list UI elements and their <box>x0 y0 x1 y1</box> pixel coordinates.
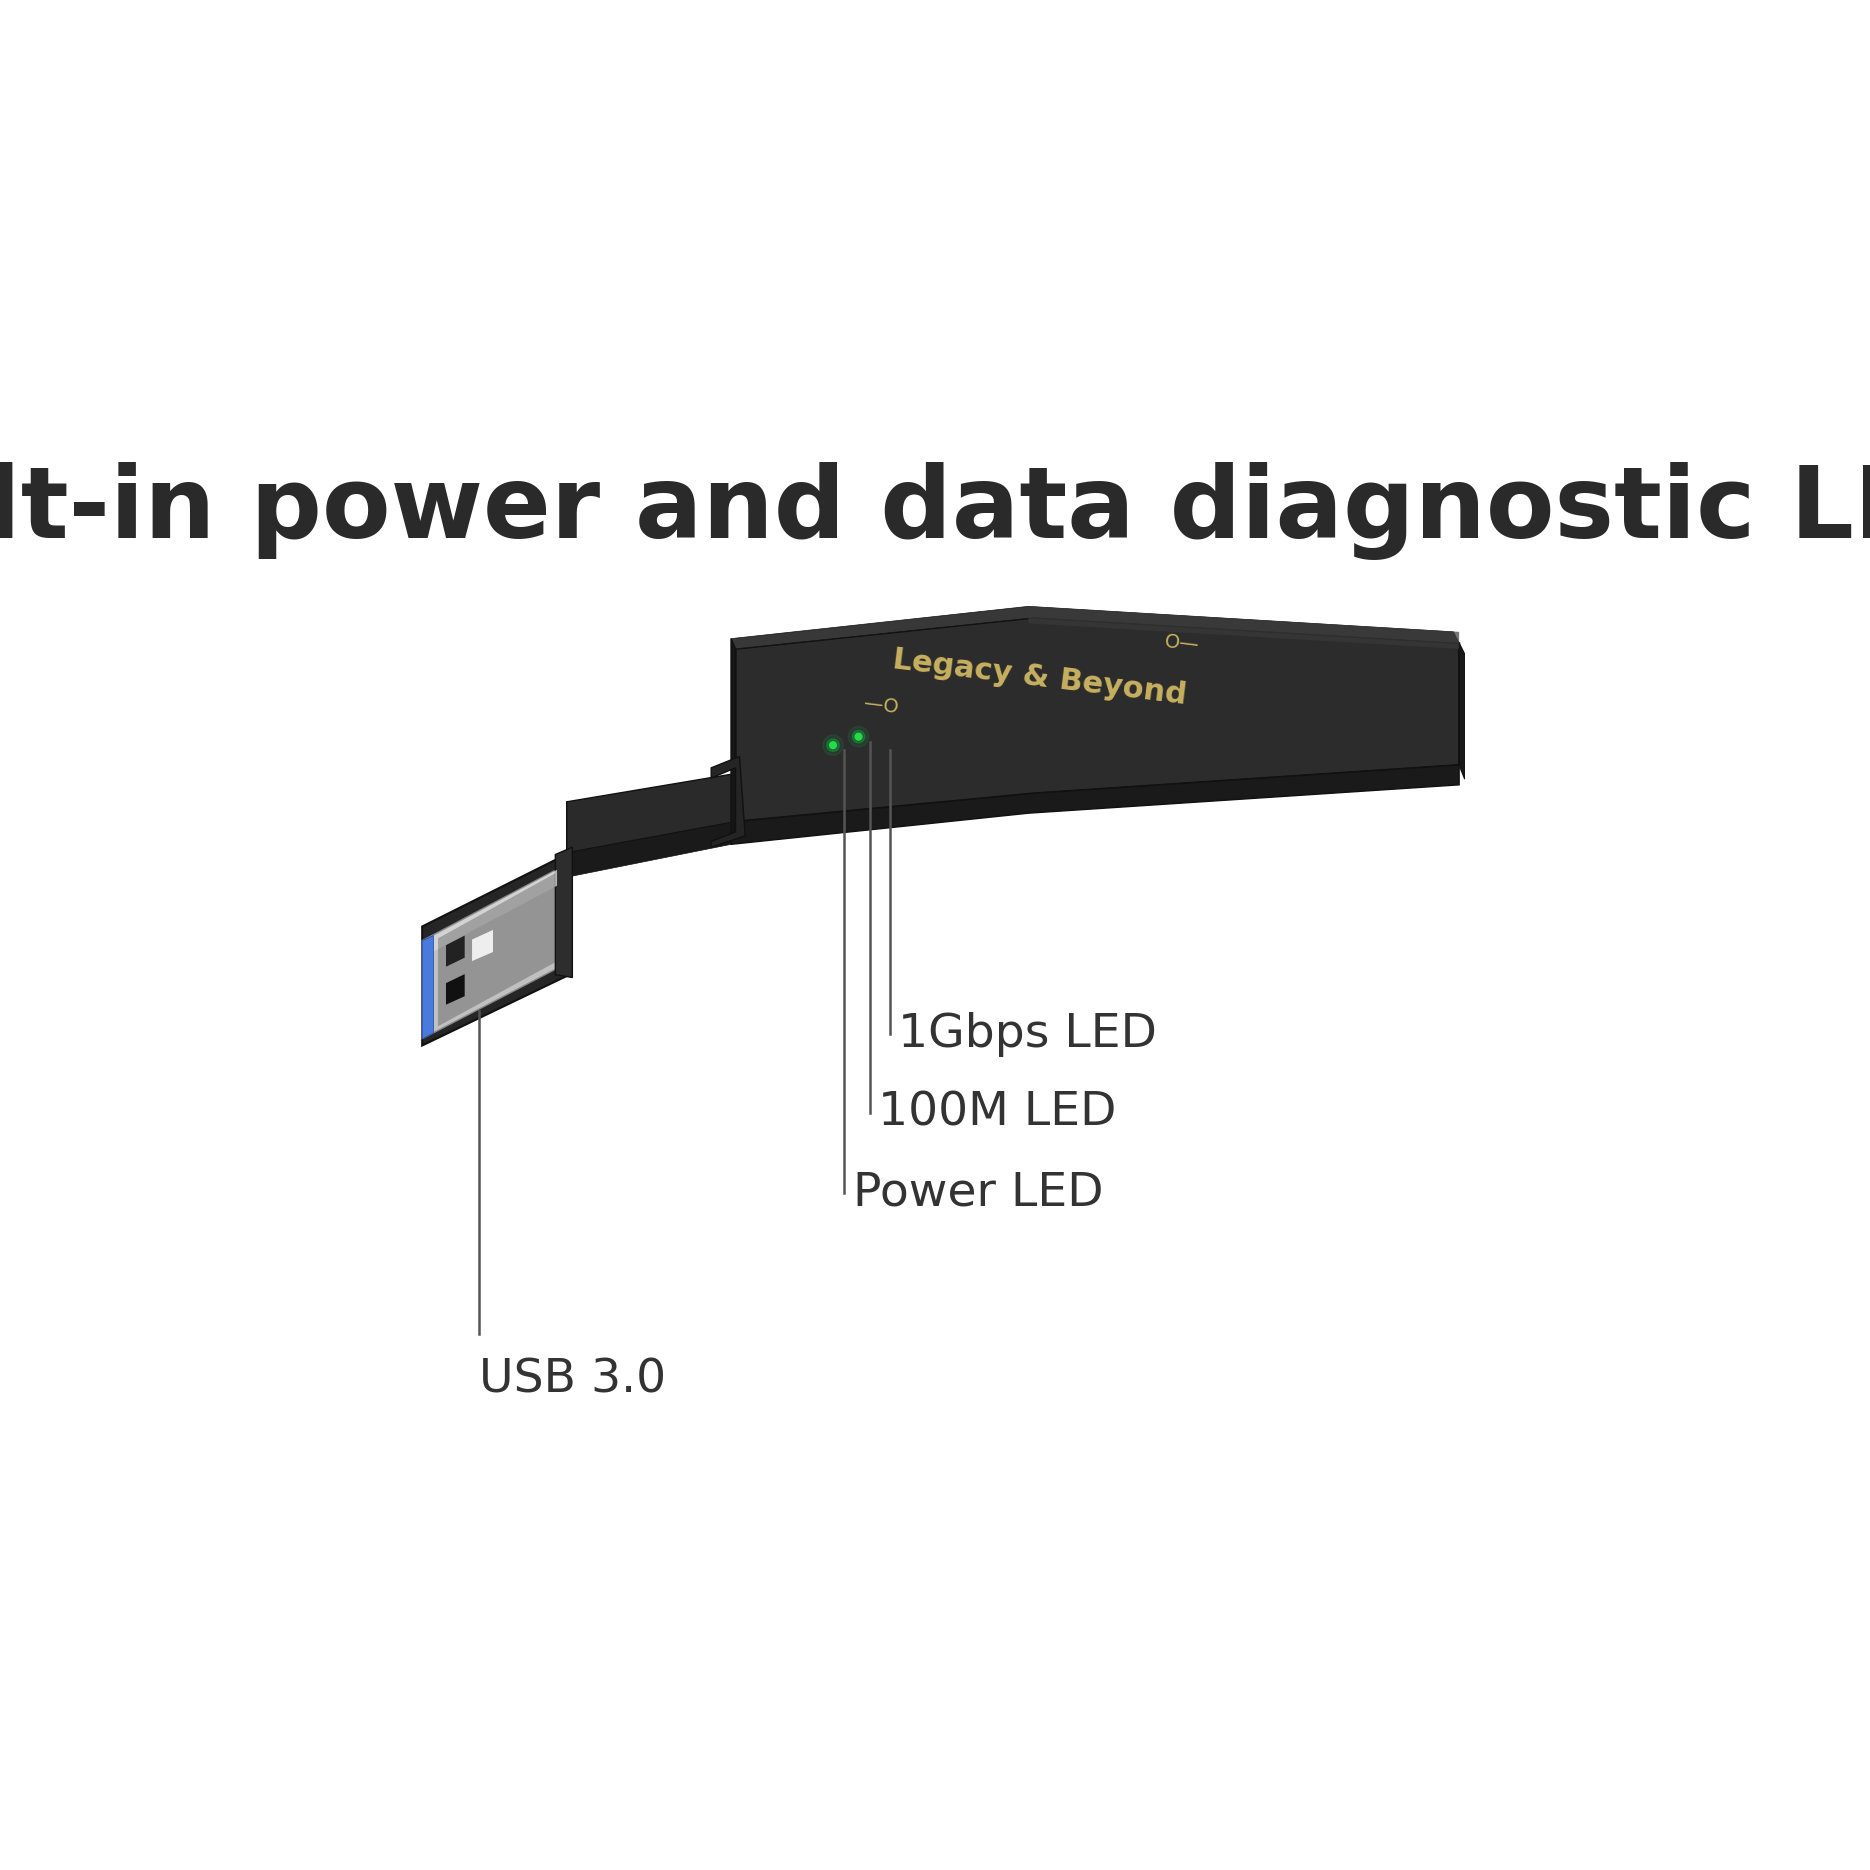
Text: Legacy & Beyond: Legacy & Beyond <box>892 645 1189 709</box>
Text: —O: —O <box>862 694 899 716</box>
Polygon shape <box>423 853 570 1045</box>
Polygon shape <box>1459 643 1464 780</box>
Polygon shape <box>735 617 1459 821</box>
Polygon shape <box>561 821 735 879</box>
Text: Power LED: Power LED <box>853 1171 1103 1216</box>
Polygon shape <box>731 640 735 845</box>
Polygon shape <box>445 974 464 1004</box>
Polygon shape <box>445 935 464 967</box>
Polygon shape <box>555 847 572 978</box>
Circle shape <box>855 733 862 741</box>
Polygon shape <box>471 929 494 961</box>
Text: 1Gbps LED: 1Gbps LED <box>898 1012 1158 1057</box>
Circle shape <box>853 731 864 742</box>
Circle shape <box>849 726 870 746</box>
Text: USB 3.0: USB 3.0 <box>479 1358 666 1402</box>
Polygon shape <box>731 765 1459 845</box>
Polygon shape <box>424 870 557 956</box>
Polygon shape <box>711 757 744 847</box>
Polygon shape <box>438 873 555 1027</box>
Circle shape <box>830 742 836 748</box>
Polygon shape <box>567 774 735 853</box>
Circle shape <box>823 735 843 755</box>
Text: 100M LED: 100M LED <box>879 1090 1116 1135</box>
Polygon shape <box>423 870 557 1038</box>
Text: Built-in power and data diagnostic LEDs: Built-in power and data diagnostic LEDs <box>0 462 1870 559</box>
Text: O—: O— <box>1163 632 1201 654</box>
Polygon shape <box>731 606 1459 649</box>
Polygon shape <box>1028 606 1459 649</box>
Circle shape <box>827 739 840 752</box>
Polygon shape <box>423 935 434 1038</box>
